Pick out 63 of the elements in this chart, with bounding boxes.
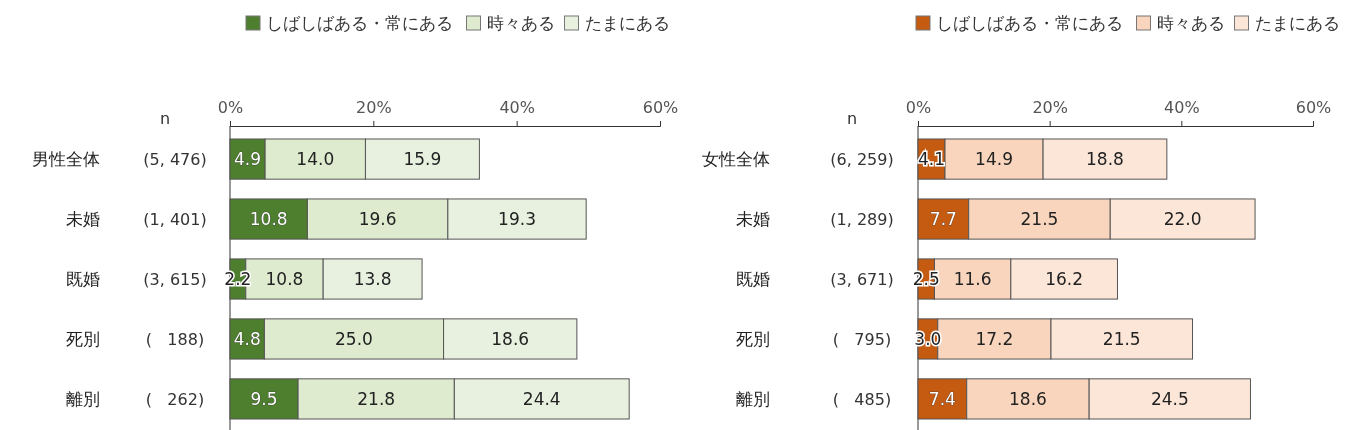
text: (5, 476) <box>143 149 207 169</box>
x2-tick-label: 40% <box>1164 98 1200 117</box>
text: (3, 671) <box>830 269 894 289</box>
data-label: 10.8 <box>265 268 304 289</box>
data-label: 24.5 <box>1150 388 1189 409</box>
legend-label: 時々ある <box>486 12 555 33</box>
data-label: 11.6 <box>953 268 992 289</box>
data-label: 4.8 <box>233 328 261 349</box>
legend-label: たまにある <box>1254 12 1340 33</box>
data-label: 22.0 <box>1163 208 1202 229</box>
data-label: 19.6 <box>358 208 397 229</box>
data-label: 14.9 <box>975 149 1013 170</box>
data-label: 25.0 <box>335 328 373 349</box>
data-label: 16.2 <box>1045 268 1084 289</box>
x2-tick-label: 20% <box>356 98 392 117</box>
text: ( 262) <box>145 389 205 409</box>
data-label: 9.5 <box>250 388 278 409</box>
x2-tick-label: 60% <box>642 98 679 117</box>
data-label: 4.1 <box>917 149 946 170</box>
y-tick-label: 死別 <box>736 328 770 349</box>
data-label: 18.6 <box>491 328 530 349</box>
data-label: 18.6 <box>1009 388 1047 409</box>
data-label: 14.0 <box>296 149 335 170</box>
data-label: 10.8 <box>249 208 288 229</box>
data-label: 13.8 <box>353 268 392 289</box>
data-label: 7.4 <box>928 388 956 409</box>
y-tick-label: 女性全体 <box>702 149 770 170</box>
y-tick-label: 死別 <box>66 328 100 349</box>
data-label: 15.9 <box>403 149 442 170</box>
data-label: 7.7 <box>929 208 957 229</box>
text: (1, 401) <box>143 209 207 229</box>
data-label: 21.5 <box>1102 328 1141 349</box>
text: ( 795) <box>832 329 892 349</box>
data-label: 24.4 <box>522 388 561 409</box>
legend-label: しばしばある・常にある <box>266 12 453 33</box>
text: (3, 615) <box>143 269 207 289</box>
y-tick-label: 離別 <box>736 388 770 409</box>
x2-tick-label: 40% <box>499 98 535 117</box>
y-tick-label: 既婚 <box>66 268 100 289</box>
text: (1, 289) <box>830 209 894 229</box>
y-tick-label: 既婚 <box>736 268 770 289</box>
y-tick-label: 未婚 <box>736 208 770 229</box>
data-label: 4.9 <box>234 149 262 170</box>
y-tick-label: 未婚 <box>66 208 100 229</box>
text: ( 485) <box>832 389 892 409</box>
legend-label: しばしばある・常にある <box>936 12 1123 33</box>
y-tick-label: 男性全体 <box>32 149 100 170</box>
data-label: 21.8 <box>357 388 396 409</box>
text: n <box>846 109 858 128</box>
x2-tick-label: 0% <box>217 98 244 117</box>
data-label: 21.5 <box>1020 208 1059 229</box>
legend-label: たまにある <box>584 12 670 33</box>
x2-tick-label: 0% <box>905 98 932 117</box>
text: (6, 259) <box>830 149 894 169</box>
text: ( 188) <box>145 329 205 349</box>
y-tick-label: 離別 <box>66 388 100 409</box>
x2-tick-label: 20% <box>1032 98 1068 117</box>
text: n <box>159 109 171 128</box>
legend-label: 時々ある <box>1156 12 1225 33</box>
data-label: 17.2 <box>975 328 1014 349</box>
data-label: 19.3 <box>498 208 536 229</box>
data-label: 18.8 <box>1086 149 1124 170</box>
x2-tick-label: 60% <box>1295 98 1332 117</box>
